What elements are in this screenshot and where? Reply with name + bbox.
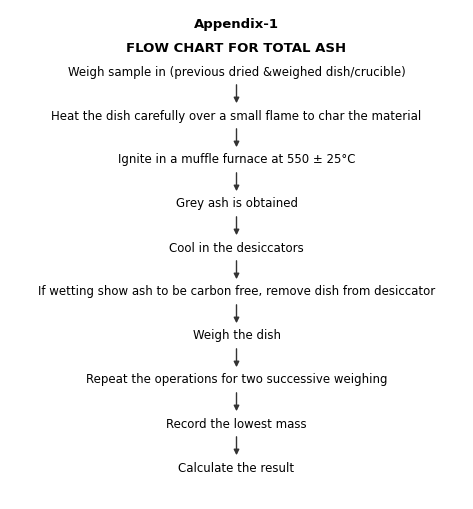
Text: Repeat the operations for two successive weighing: Repeat the operations for two successive… [86,374,387,386]
Text: Appendix-1: Appendix-1 [194,18,279,31]
Text: Grey ash is obtained: Grey ash is obtained [175,197,298,211]
Text: Record the lowest mass: Record the lowest mass [166,417,307,431]
Text: FLOW CHART FOR TOTAL ASH: FLOW CHART FOR TOTAL ASH [126,42,347,55]
Text: Calculate the result: Calculate the result [178,462,295,474]
Text: Cool in the desiccators: Cool in the desiccators [169,241,304,254]
Text: If wetting show ash to be carbon free, remove dish from desiccator: If wetting show ash to be carbon free, r… [38,286,435,298]
Text: Weigh the dish: Weigh the dish [193,329,280,343]
Text: Ignite in a muffle furnace at 550 ± 25°C: Ignite in a muffle furnace at 550 ± 25°C [118,154,355,166]
Text: Heat the dish carefully over a small flame to char the material: Heat the dish carefully over a small fla… [52,109,421,123]
Text: Weigh sample in (previous dried &weighed dish/crucible): Weigh sample in (previous dried &weighed… [68,66,405,78]
